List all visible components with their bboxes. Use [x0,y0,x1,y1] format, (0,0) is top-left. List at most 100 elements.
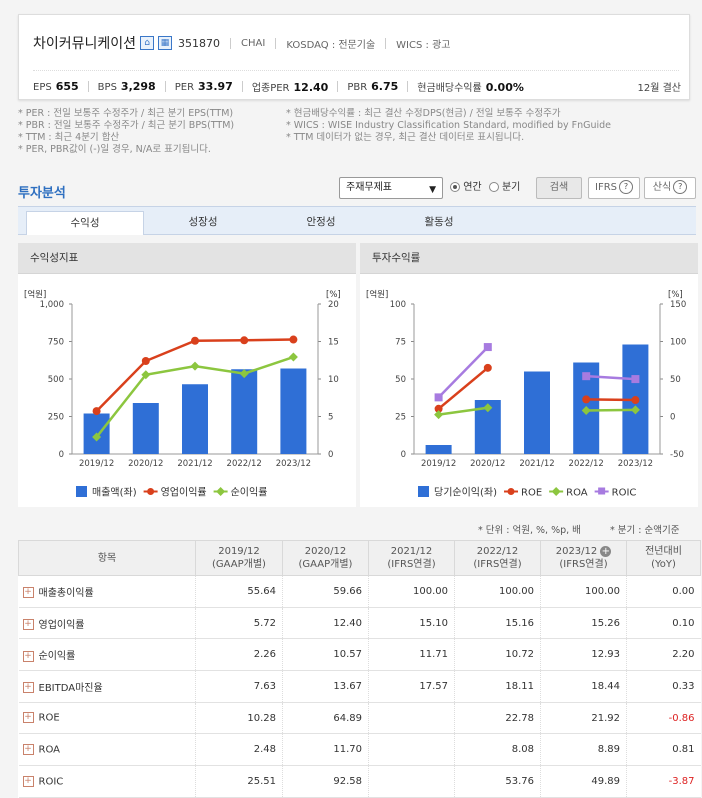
table-row: + EBITDA마진율 7.63 13.67 17.57 18.11 18.44 0.33 [18,670,701,703]
header-title: 2020/12 [304,546,347,557]
ifrs-button[interactable]: IFRS? [588,177,640,199]
table-cell: 2.48 [195,733,283,767]
table-cell: 100.00 [368,575,455,608]
building-icon[interactable]: ▦ [158,36,173,50]
tab-stability[interactable]: 안정성 [306,216,336,228]
table-cell: 59.66 [282,575,369,608]
bar [524,371,550,454]
y-right-tick: 15 [328,338,339,348]
y-right-tick: 5 [328,413,333,423]
series-line [437,346,489,399]
column-header: 항목 [18,540,196,576]
data-point [190,361,200,371]
expand-icon[interactable]: + [22,744,34,756]
wics-sector: WICS : 광고 [396,39,451,51]
row-label: 매출총이익률 [38,587,94,599]
table-cell: -3.87 [626,765,701,798]
x-tick-label: 2021/12 [519,459,554,469]
fiscal-month: 12월 결산 [637,83,681,94]
statement-select-value: 주재무제표 [346,182,392,193]
series-line [438,406,488,416]
header-title: 2023/12 [555,546,598,557]
y-left-tick: 750 [48,338,64,348]
table-cell: 10.57 [282,638,369,672]
indicator-3: 업종PER 12.40 [252,79,329,94]
search-button[interactable]: 검색 [536,177,582,199]
table-row: + ROE 10.28 64.89 22.78 21.92 -0.86 [18,702,701,735]
note-line: * 현금배당수익률 : 최근 결산 수정DPS(현금) / 전일 보통주 수정주… [286,108,561,119]
table-row: + 순이익률 2.26 10.57 11.71 10.72 12.93 2.20 [18,638,701,672]
data-point [141,370,151,380]
y-right-unit: [%] [326,290,341,300]
home-icon[interactable]: ⌂ [140,36,155,50]
radio-annual-label[interactable]: 연간 [463,182,482,193]
table-cell: 5.72 [195,607,283,640]
y-right-tick: 150 [670,300,686,310]
formula-button[interactable]: 산식? [644,177,696,199]
expand-icon[interactable]: + [22,619,34,631]
table-row: + ROIC 25.51 92.58 53.76 49.89 -3.87 [18,765,701,798]
y-left-unit: [억원] [24,289,46,300]
radio-annual[interactable] [450,182,460,192]
row-label-cell: + EBITDA마진율 [18,670,196,703]
column-header: 전년대비 (YoY) [626,540,701,576]
header-title: 항목 [97,552,117,564]
divider [241,81,243,92]
radio-quarter-label[interactable]: 분기 [501,182,521,193]
y-left-tick: 50 [395,375,406,385]
table-cell: 2.20 [626,638,701,672]
indicator-value: 33.97 [198,80,233,93]
indicator-label: PBR [347,82,368,93]
tab-activity[interactable]: 활동성 [424,216,454,228]
notes-right: * 현금배당수익률 : 최근 결산 수정DPS(현금) / 전일 보통주 수정주… [286,108,611,144]
series-line [586,374,636,381]
series-line [586,408,636,412]
table-cell: 10.72 [454,638,541,672]
y-left-unit: [억원] [366,289,388,300]
indicator-4: PBR 6.75 [347,80,398,93]
x-tick-label: 2023/12 [276,459,311,469]
y-right-tick: 50 [670,375,681,385]
row-label-cell: + 영업이익률 [18,607,196,640]
ticker: CHAI [241,37,266,49]
y-left-tick: 25 [395,413,406,423]
data-point [239,369,249,379]
return-chart: [억원] [%] 0 25 50 75 100 -50 0 50 100 150 2019/12 2020… [366,289,686,499]
column-header: 2022/12 (IFRS연결) [454,540,541,576]
legend-label: 매출액(좌) [92,487,137,499]
radio-quarter[interactable] [488,182,499,192]
table-cell: 11.71 [368,638,455,672]
data-point [141,357,150,365]
table-cell: 11.70 [282,733,369,767]
expand-icon[interactable]: + [22,775,34,787]
table-cell: 25.51 [195,765,283,798]
data-point [631,396,640,405]
indicator-row: EPS 655 BPS 3,298 PER 33.97 업종PER 12.40 PBR 6.75 현… [33,79,524,94]
tab-profitability[interactable]: 수익성 [26,211,144,235]
data-point [92,432,102,442]
table-cell: 49.89 [540,765,627,798]
expand-icon[interactable]: + [22,650,34,662]
data-point [483,403,493,413]
header-title: 전년대비 [645,546,682,557]
expand-icon[interactable]: + [22,682,34,694]
tab-growth[interactable]: 성장성 [188,216,218,228]
data-point [434,393,443,402]
row-label: 순이익률 [38,651,76,663]
y-right-tick: 0 [328,450,333,460]
data-point [434,404,443,413]
add-column-icon[interactable]: + [600,545,612,557]
indicator-label: PER [174,82,195,93]
divider [164,81,166,92]
x-tick-label: 2023/12 [618,459,653,469]
statement-select[interactable]: 주재무제표 ▼ [339,177,443,199]
table-row: + 영업이익률 5.72 12.40 15.10 15.16 15.26 0.10 [18,607,701,640]
expand-icon[interactable]: + [22,587,34,599]
table-cell [368,702,455,735]
expand-icon[interactable]: + [22,712,34,724]
column-header: 2023/12 + (IFRS연결) [540,540,627,576]
data-point [483,363,492,372]
legend-marker [147,488,155,495]
chart-title: 수익성지표 [18,243,356,274]
y-left-tick: 75 [395,338,406,348]
